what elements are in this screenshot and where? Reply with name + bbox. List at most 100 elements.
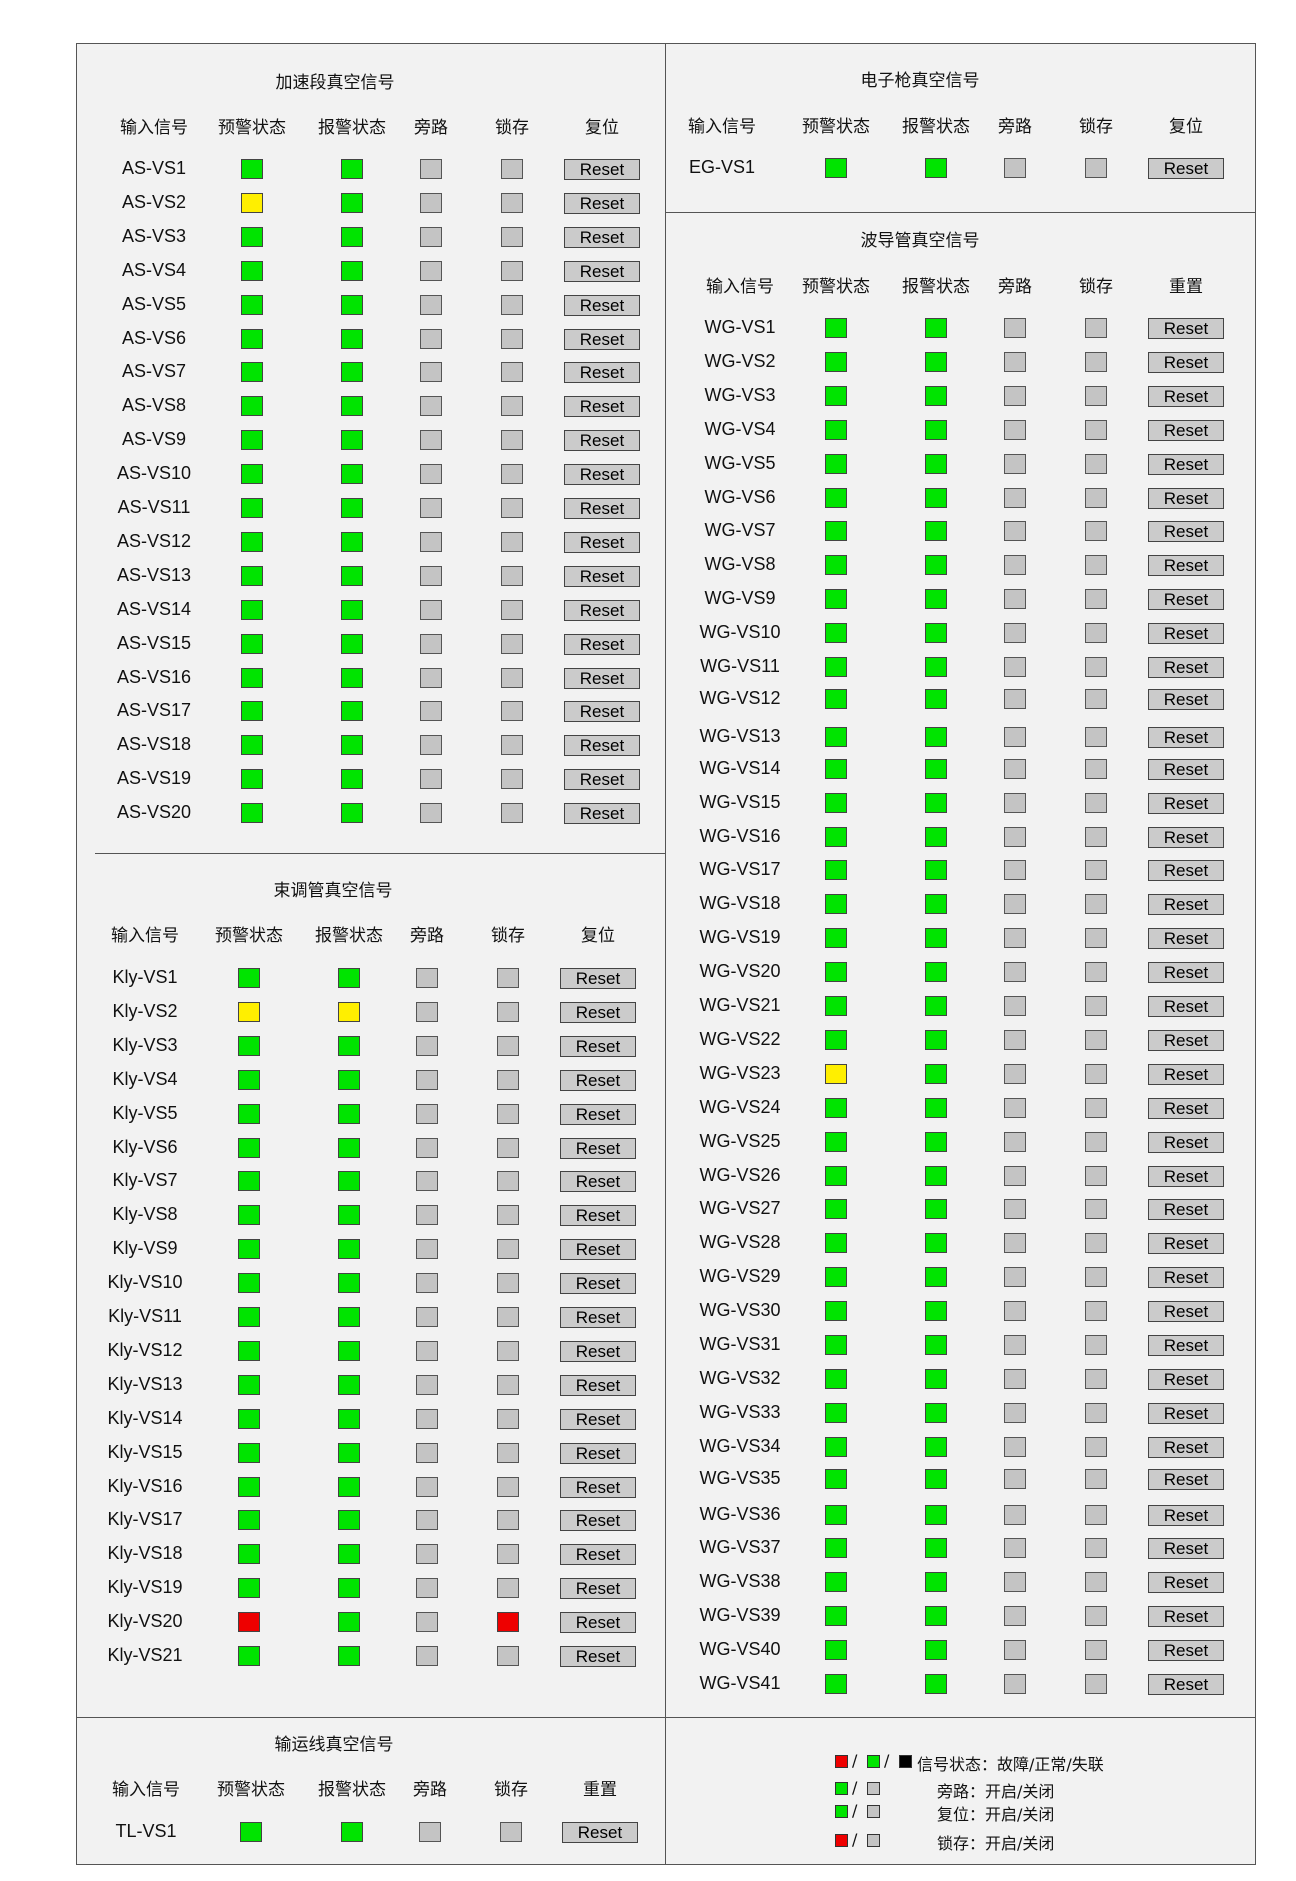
bypass-toggle[interactable] [419,1822,441,1842]
bypass-toggle[interactable] [416,1544,438,1565]
reset-button[interactable]: Reset [560,1612,636,1634]
reset-button[interactable]: Reset [564,464,640,486]
reset-button[interactable]: Reset [564,667,640,689]
reset-button[interactable]: Reset [560,1374,636,1396]
bypass-toggle[interactable] [416,1340,438,1361]
bypass-toggle[interactable] [1004,1131,1026,1152]
reset-button[interactable]: Reset [564,294,640,316]
bypass-toggle[interactable] [1004,894,1026,915]
bypass-toggle[interactable] [416,1307,438,1327]
reset-button[interactable]: Reset [1148,792,1224,814]
bypass-toggle[interactable] [420,396,442,417]
reset-button[interactable]: Reset [560,1307,636,1328]
bypass-toggle[interactable] [420,362,442,383]
bypass-toggle[interactable] [416,1646,438,1666]
reset-button[interactable]: Reset [564,430,640,452]
bypass-toggle[interactable] [416,1239,438,1260]
bypass-toggle[interactable] [420,667,442,688]
bypass-toggle[interactable] [1004,589,1026,610]
reset-button[interactable]: Reset [560,1273,636,1295]
reset-button[interactable]: Reset [1148,1063,1224,1085]
reset-button[interactable]: Reset [562,1822,638,1843]
reset-button[interactable]: Reset [564,735,640,757]
bypass-toggle[interactable] [416,1476,438,1497]
bypass-toggle[interactable] [420,260,442,281]
bypass-toggle[interactable] [420,430,442,451]
reset-button[interactable]: Reset [560,1137,636,1159]
reset-button[interactable]: Reset [1148,589,1224,611]
bypass-toggle[interactable] [1004,726,1026,747]
reset-button[interactable]: Reset [1148,860,1224,882]
reset-button[interactable]: Reset [1148,1436,1224,1458]
reset-button[interactable]: Reset [1148,657,1224,678]
bypass-toggle[interactable] [1004,758,1026,779]
reset-button[interactable]: Reset [1148,453,1224,475]
bypass-toggle[interactable] [416,1442,438,1463]
bypass-toggle[interactable] [416,1510,438,1531]
bypass-toggle[interactable] [420,192,442,213]
reset-button[interactable]: Reset [1148,1267,1224,1289]
bypass-toggle[interactable] [416,1171,438,1192]
reset-button[interactable]: Reset [560,1340,636,1362]
reset-button[interactable]: Reset [560,1103,636,1125]
reset-button[interactable]: Reset [1148,1606,1224,1628]
bypass-toggle[interactable] [1004,1029,1026,1050]
bypass-toggle[interactable] [420,328,442,349]
bypass-toggle[interactable] [1004,158,1026,178]
reset-button[interactable]: Reset [1148,158,1224,179]
bypass-toggle[interactable] [1004,487,1026,508]
bypass-toggle[interactable] [416,1103,438,1124]
bypass-toggle[interactable] [1004,1640,1026,1661]
bypass-toggle[interactable] [1004,1097,1026,1118]
bypass-toggle[interactable] [1004,657,1026,677]
bypass-toggle[interactable] [416,1408,438,1429]
bypass-toggle[interactable] [1004,1301,1026,1322]
bypass-toggle[interactable] [1004,419,1026,440]
reset-button[interactable]: Reset [1148,1504,1224,1526]
reset-button[interactable]: Reset [560,1035,636,1057]
bypass-toggle[interactable] [1004,1504,1026,1525]
bypass-toggle[interactable] [420,735,442,756]
reset-button[interactable]: Reset [1148,623,1224,645]
bypass-toggle[interactable] [1004,1335,1026,1355]
reset-button[interactable]: Reset [564,498,640,519]
reset-button[interactable]: Reset [1148,688,1224,710]
bypass-toggle[interactable] [1004,962,1026,983]
reset-button[interactable]: Reset [1148,1097,1224,1119]
bypass-toggle[interactable] [416,1001,438,1022]
reset-button[interactable]: Reset [1148,1233,1224,1255]
reset-button[interactable]: Reset [564,328,640,350]
bypass-toggle[interactable] [416,1578,438,1599]
reset-button[interactable]: Reset [1148,419,1224,441]
bypass-toggle[interactable] [1004,928,1026,949]
reset-button[interactable]: Reset [560,1001,636,1023]
bypass-toggle[interactable] [416,1035,438,1056]
bypass-toggle[interactable] [416,1374,438,1395]
bypass-toggle[interactable] [1004,1233,1026,1254]
bypass-toggle[interactable] [1004,1468,1026,1489]
bypass-toggle[interactable] [420,633,442,654]
reset-button[interactable]: Reset [560,1239,636,1261]
bypass-toggle[interactable] [1004,1572,1026,1593]
bypass-toggle[interactable] [416,1273,438,1294]
reset-button[interactable]: Reset [564,701,640,723]
bypass-toggle[interactable] [1004,1368,1026,1389]
bypass-toggle[interactable] [416,1612,438,1633]
reset-button[interactable]: Reset [1148,1301,1224,1323]
reset-button[interactable]: Reset [564,226,640,248]
bypass-toggle[interactable] [1004,860,1026,881]
reset-button[interactable]: Reset [1148,487,1224,509]
bypass-toggle[interactable] [1004,623,1026,644]
reset-button[interactable]: Reset [1148,1468,1224,1490]
bypass-toggle[interactable] [1004,826,1026,847]
reset-button[interactable]: Reset [564,260,640,282]
reset-button[interactable]: Reset [564,633,640,655]
reset-button[interactable]: Reset [560,1476,636,1498]
bypass-toggle[interactable] [1004,1063,1026,1084]
bypass-toggle[interactable] [1004,1538,1026,1559]
bypass-toggle[interactable] [416,1205,438,1226]
reset-button[interactable]: Reset [1148,1640,1224,1662]
reset-button[interactable]: Reset [564,192,640,214]
bypass-toggle[interactable] [1004,555,1026,576]
reset-button[interactable]: Reset [560,968,636,989]
